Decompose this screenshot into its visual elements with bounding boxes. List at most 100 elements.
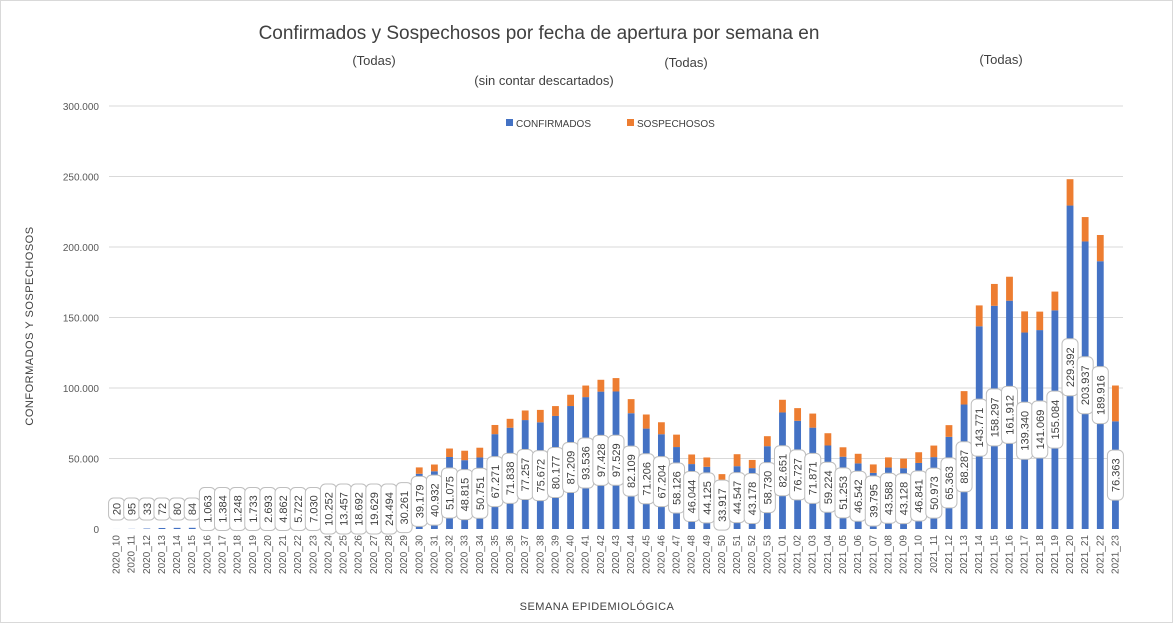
x-tick-label: 2021_08: [883, 535, 894, 574]
data-label: 87.209: [562, 442, 580, 494]
bar-sospechosos: [1036, 311, 1044, 331]
data-label-text: 39.795: [868, 484, 880, 518]
bar-confirmados: [158, 527, 166, 529]
x-tick-label: 2021_14: [974, 535, 985, 574]
x-tick-label: 2020_45: [641, 535, 652, 574]
data-label: 203.937: [1076, 356, 1094, 415]
bar-sospechosos: [657, 422, 665, 435]
legend-label-sospechosos: SOSPECHOSOS: [637, 119, 715, 130]
x-tick-label: 2021_07: [868, 535, 879, 574]
data-label: 58.126: [668, 462, 686, 514]
x-tick-label: 2020_26: [354, 535, 365, 574]
x-tick-label: 2020_19: [248, 535, 259, 574]
x-tick-label: 2021_15: [989, 535, 1000, 574]
data-label: 50.751: [471, 467, 489, 519]
data-label: 4.862: [274, 487, 292, 531]
x-tick-label: 2020_53: [762, 535, 773, 574]
data-label: 13.457: [335, 483, 353, 535]
bar-sospechosos: [748, 459, 756, 469]
bar-sospechosos: [718, 474, 726, 482]
data-label-text: 39.179: [414, 485, 426, 519]
x-tick-label: 2020_42: [596, 535, 607, 574]
data-label: 18.692: [350, 483, 368, 535]
data-label-text: 80: [172, 503, 184, 515]
x-tick-label: 2021_01: [777, 535, 788, 574]
data-label-text: 50.973: [929, 476, 941, 510]
data-label-text: 82.651: [777, 454, 789, 488]
x-tick-label: 2020_30: [414, 535, 425, 574]
data-label: 5.722: [289, 487, 307, 531]
data-label-text: 71.838: [505, 462, 517, 496]
data-label-box: [1046, 390, 1064, 449]
data-label-text: 88.287: [959, 450, 971, 484]
y-axis-ticks: 0 50.000 100.000 150.000 200.000 250.000 300.0…: [63, 102, 100, 536]
bar-sospechosos: [597, 379, 605, 392]
x-tick-label: 2020_25: [339, 535, 350, 574]
x-tick-label: 2020_44: [626, 535, 637, 574]
data-label-text: 43.588: [883, 481, 895, 515]
data-label: 76.363: [1106, 449, 1124, 501]
bar-sospechosos: [779, 399, 786, 413]
data-label-text: 1.063: [202, 495, 214, 523]
data-label: 46.044: [683, 471, 701, 523]
data-label-text: 95: [127, 503, 139, 515]
bar-sospechosos: [733, 454, 741, 467]
bar-sospechosos: [960, 391, 968, 405]
data-label: 97.529: [607, 434, 625, 486]
x-tick-label: 2020_34: [475, 535, 486, 574]
data-label-text: 43.128: [899, 482, 911, 516]
data-label: 33: [138, 497, 156, 521]
y-tick-label: 0: [93, 525, 99, 536]
bar-sospechosos: [975, 305, 983, 327]
x-tick-label: 2020_16: [202, 535, 213, 574]
data-label-text: 67.204: [656, 465, 668, 499]
data-label-box: [1091, 366, 1109, 425]
bar-confirmados: [188, 527, 196, 529]
legend-label-confirmados: CONFIRMADOS: [516, 119, 591, 130]
data-label: 44.547: [728, 472, 746, 524]
x-tick-label: 2020_20: [263, 535, 274, 574]
data-label: 39.179: [410, 475, 428, 527]
x-tick-label: 2021_12: [944, 535, 955, 574]
data-label-text: 93.536: [581, 446, 593, 480]
data-label-text: 2.693: [263, 495, 275, 523]
x-tick-label: 2020_39: [550, 535, 561, 574]
data-label: 143.771: [970, 398, 988, 457]
data-label: 155.084: [1046, 390, 1064, 449]
chart-subtitle: (sin contar descartados): [474, 73, 613, 88]
x-tick-label: 2020_13: [157, 535, 168, 574]
data-label-text: 71.871: [808, 462, 820, 496]
data-label-text: 139.340: [1020, 411, 1032, 451]
x-tick-label: 2020_22: [293, 535, 304, 574]
data-label-text: 48.815: [460, 478, 472, 512]
data-label-text: 43.178: [747, 482, 759, 516]
data-label: 71.871: [804, 452, 822, 504]
x-tick-label: 2020_51: [732, 535, 743, 574]
data-label: 158.297: [985, 388, 1003, 447]
data-label-text: 51.253: [838, 476, 850, 510]
data-label-text: 4.862: [278, 495, 290, 523]
data-label-text: 58.730: [762, 471, 774, 505]
bar-sospechosos: [567, 394, 575, 407]
data-label: 229.392: [1061, 338, 1079, 397]
bar-sospechosos: [430, 464, 438, 472]
data-label-text: 72: [157, 503, 169, 515]
bar-sospechosos: [1051, 291, 1059, 311]
data-label-text: 67.271: [490, 465, 502, 499]
x-axis-title: SEMANA EPIDEMIOLÓGICA: [520, 600, 675, 613]
data-label-text: 44.125: [702, 481, 714, 515]
bar-sospechosos: [809, 413, 817, 428]
x-tick-label: 2021_13: [959, 535, 970, 574]
data-label-text: 97.428: [596, 443, 608, 477]
bar-sospechosos: [1021, 311, 1029, 333]
data-label: 93.536: [577, 437, 595, 489]
filter-label-2: (Todas): [664, 55, 707, 70]
filter-label-1: (Todas): [352, 53, 395, 68]
data-label-text: 5.722: [293, 495, 305, 523]
data-label-text: 19.629: [369, 492, 381, 526]
data-label: 71.206: [637, 453, 655, 505]
x-tick-label: 2020_27: [369, 535, 380, 574]
bar-sospechosos: [612, 378, 620, 392]
data-label-text: 155.084: [1050, 400, 1062, 440]
bar-sospechosos: [900, 458, 907, 469]
